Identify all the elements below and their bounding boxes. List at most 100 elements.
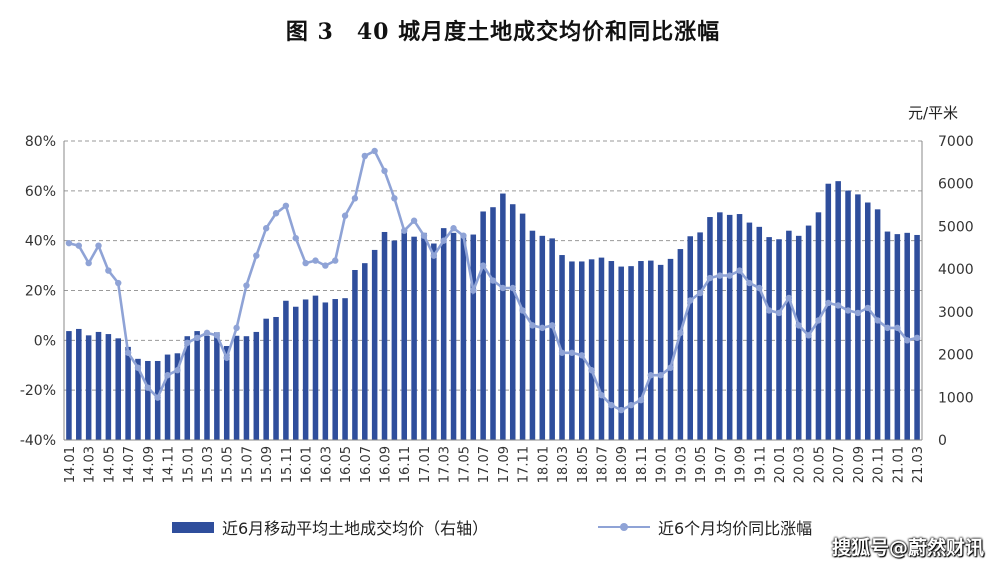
x-tick-label: 20.01	[773, 446, 788, 483]
bar	[736, 214, 743, 440]
bar	[884, 231, 891, 440]
x-tick-label: 20.03	[793, 446, 808, 483]
line-series	[65, 147, 921, 414]
y-left-tick-label: 40%	[25, 234, 56, 250]
legend: 近6月移动平均土地成交均价（右轴） 近6个月均价同比涨幅	[0, 515, 1006, 543]
x-tick-label: 18.03	[556, 446, 571, 483]
bar	[85, 335, 92, 440]
bar	[756, 226, 763, 440]
line-point	[282, 202, 290, 209]
bar	[352, 269, 358, 440]
line-point	[470, 287, 477, 294]
bar	[95, 331, 102, 440]
line-point	[736, 267, 743, 274]
x-tick-label: 14.05	[102, 446, 117, 483]
bar	[677, 249, 684, 440]
line-point	[519, 307, 526, 314]
y-left-tick-label: -40%	[20, 433, 56, 449]
line-point	[95, 242, 102, 249]
x-tick-label: 19.03	[674, 446, 689, 483]
bar	[588, 259, 595, 440]
line-point	[568, 349, 576, 356]
bar	[184, 336, 191, 440]
line-point	[834, 302, 842, 309]
line-point	[312, 257, 319, 264]
x-tick-label: 19.09	[734, 446, 749, 483]
line-point	[193, 334, 201, 342]
bar	[145, 360, 151, 440]
y-right-tick-label: 5000	[938, 219, 974, 235]
bar	[105, 334, 112, 440]
bar	[233, 335, 240, 440]
line-point	[144, 384, 152, 391]
x-tick-label: 20.11	[872, 446, 887, 483]
bar	[342, 298, 348, 440]
bar	[845, 190, 851, 440]
x-tick-label: 16.11	[398, 446, 413, 483]
bar	[726, 214, 733, 440]
bar	[795, 235, 802, 440]
bar	[283, 300, 289, 440]
line-point	[588, 367, 595, 374]
bar	[559, 255, 565, 440]
bar	[539, 235, 546, 440]
line-point	[322, 262, 329, 269]
bar	[292, 306, 299, 440]
line-point	[864, 304, 871, 312]
line-point	[371, 147, 378, 155]
bar	[490, 207, 496, 440]
line-point	[578, 352, 585, 359]
bar	[549, 238, 555, 440]
bar	[608, 261, 615, 440]
bar-series	[66, 181, 920, 440]
line-point	[696, 289, 704, 297]
line-point	[647, 372, 654, 379]
x-tick-label: 18.05	[576, 446, 591, 483]
bar	[874, 209, 881, 440]
x-tick-label: 17.01	[418, 446, 433, 483]
legend-item-line: 近6个月均价同比涨幅	[598, 515, 812, 539]
bar	[253, 331, 260, 440]
x-tick-label: 20.07	[832, 446, 847, 483]
x-tick-label: 19.01	[655, 446, 670, 483]
y-left-tick-label: -20%	[20, 383, 56, 399]
line-point	[391, 195, 398, 202]
x-tick-label: 14.03	[83, 446, 98, 483]
line-point	[598, 391, 605, 399]
bar	[578, 261, 585, 440]
bar	[835, 181, 841, 440]
x-tick-label: 20.05	[812, 446, 827, 483]
bar	[667, 258, 674, 440]
bar	[480, 211, 486, 440]
y-right-tick-label: 7000	[938, 134, 974, 150]
bar	[766, 237, 772, 440]
line-point	[65, 239, 73, 247]
line-point	[637, 396, 645, 404]
line-point	[765, 307, 773, 314]
line-point	[430, 252, 438, 259]
line-point	[509, 284, 516, 292]
line-point	[657, 372, 664, 379]
bar	[460, 234, 467, 440]
bar	[411, 236, 417, 440]
legend-line-swatch	[598, 520, 650, 534]
line-point	[164, 372, 171, 379]
bar	[638, 261, 644, 440]
x-tick-label: 16.03	[319, 446, 334, 483]
bar	[421, 232, 427, 440]
right-axis-unit: 元/平米	[908, 104, 958, 122]
bar	[815, 212, 822, 440]
x-tick-label: 16.07	[359, 446, 374, 483]
line-point	[381, 167, 388, 175]
bar	[381, 231, 388, 440]
line-point	[243, 282, 250, 289]
bar	[263, 318, 269, 440]
bar	[214, 332, 220, 440]
x-tick-label: 19.11	[753, 446, 768, 483]
bar	[431, 243, 437, 440]
x-tick-label: 17.11	[517, 446, 532, 483]
x-tick-label: 15.01	[181, 446, 196, 483]
bar	[66, 331, 72, 440]
line-point	[884, 324, 891, 332]
bar	[717, 212, 723, 440]
